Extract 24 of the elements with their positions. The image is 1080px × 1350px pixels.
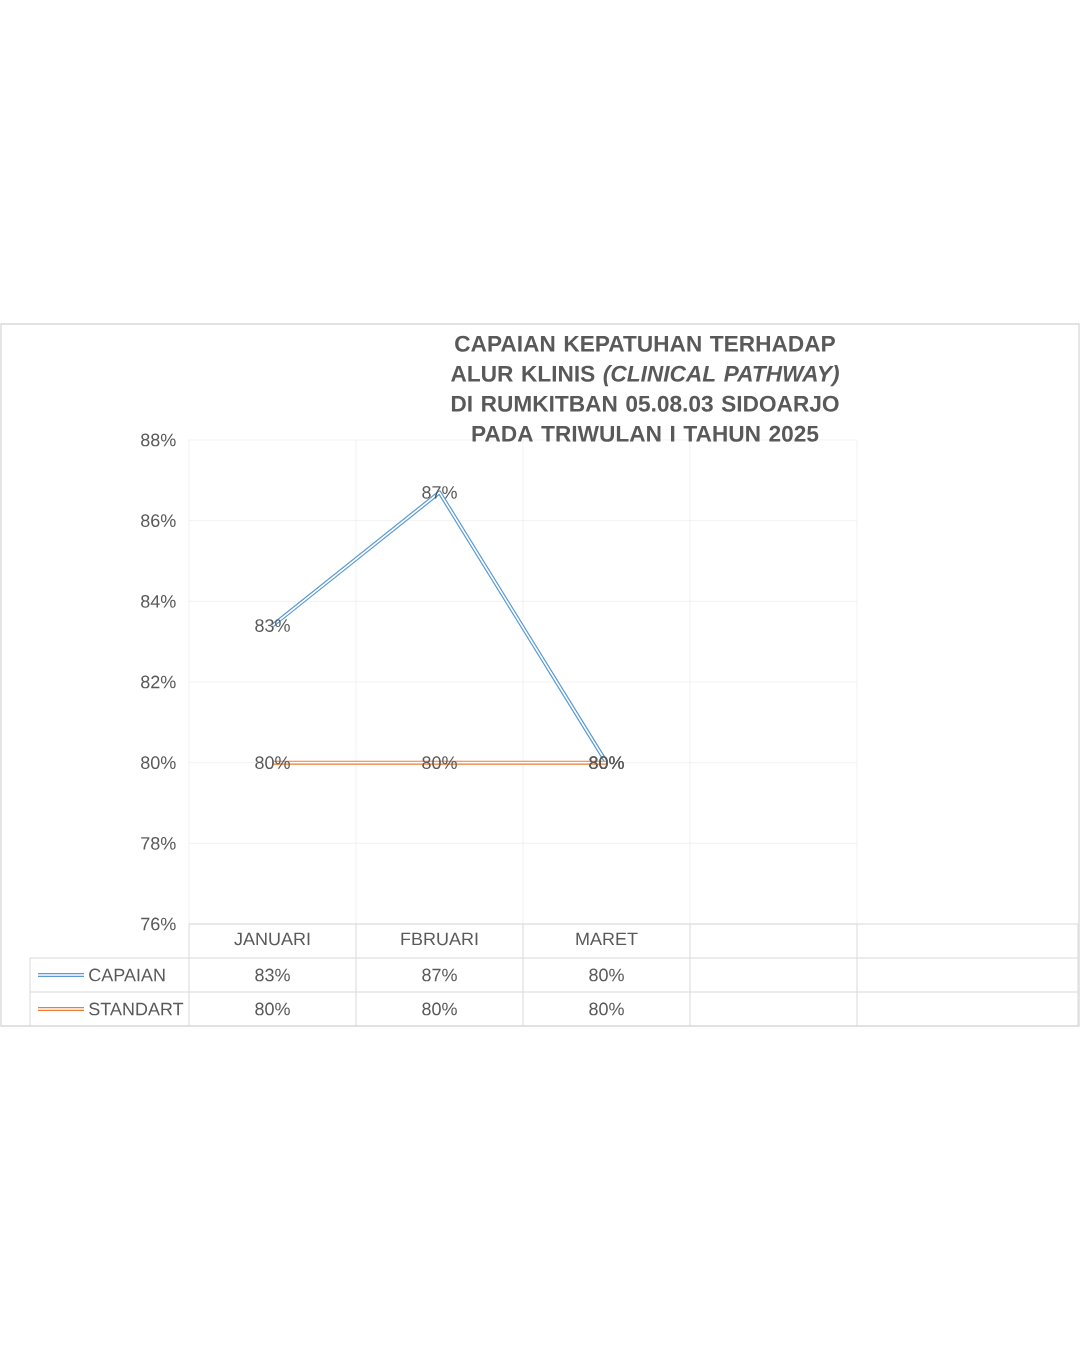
y-tick-label: 88% (141, 433, 176, 447)
x-tick-label: FBRUARI (401, 932, 478, 946)
y-tick-label: 86% (141, 514, 176, 528)
y-tick-label: 76% (141, 917, 176, 931)
text: 83% (255, 619, 290, 632)
data-label: 80% (422, 1002, 457, 1016)
x-tick-label: MARET (576, 932, 638, 946)
data-label: 80% (589, 968, 624, 982)
data-label: 80% (589, 1002, 624, 1016)
y-tick-label: 80% (141, 756, 176, 770)
data-label: 83% (255, 968, 290, 982)
x-tick-label: JANUARI (234, 932, 310, 946)
y-tick-label: 78% (141, 836, 176, 850)
y-tick-label: 84% (141, 594, 176, 608)
text: 87% (422, 486, 457, 499)
chart-subtitle: DI RUMKITBAN 05.08.03 SIDOARJO PADA TRIWULAN I TAHUN 2025 (451, 395, 839, 442)
chart-title: CAPAIAN KEPATUHAN TERHADAP ALUR KLINIS (CLINICAL PATHWAY) (451, 335, 839, 387)
y-tick-label: 82% (141, 675, 176, 689)
text: 80% (255, 756, 290, 770)
text: 80% (589, 756, 624, 770)
data-label: 80% (255, 1002, 290, 1016)
legend-label: CAPAIAN (89, 968, 165, 982)
data-label: 87% (422, 968, 457, 982)
legend-label: STANDART (89, 1002, 184, 1016)
